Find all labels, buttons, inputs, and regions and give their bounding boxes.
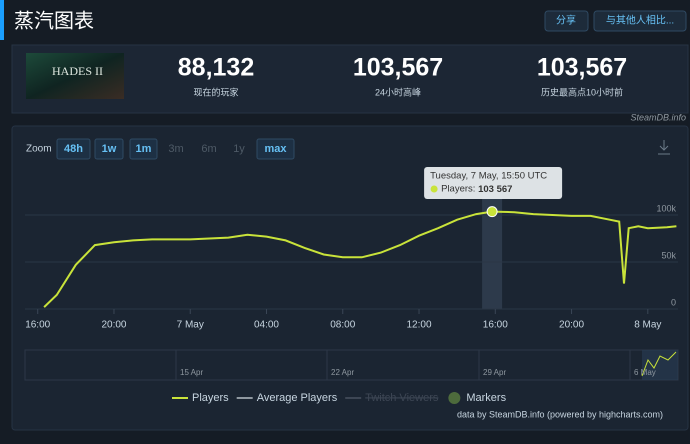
- page-title: 蒸汽图表: [14, 9, 94, 32]
- stat-label: 历史最高点10小时前: [541, 86, 623, 97]
- game-image: [26, 53, 124, 99]
- hover-band: [482, 168, 503, 309]
- zoom-button[interactable]: [129, 138, 158, 160]
- compare-button[interactable]: [593, 10, 687, 32]
- zoom-option: 6m: [201, 143, 216, 155]
- credits: data by SteamDB.info (powered by highcha…: [457, 409, 663, 419]
- y-tick-label: 50k: [661, 250, 676, 260]
- tooltip-label: Players: 103 567: [441, 184, 512, 195]
- y-tick-label: 0: [671, 297, 676, 307]
- x-tick-label: 7 May: [177, 320, 204, 331]
- download-icon[interactable]: [658, 140, 670, 155]
- zoom-option: 1w: [102, 143, 117, 155]
- stat-label: 现在的玩家: [193, 86, 238, 97]
- tooltip: [424, 167, 563, 199]
- source: SteamDB.info: [630, 112, 686, 122]
- navigator-line: [641, 351, 677, 377]
- y-tick-label: 100k: [656, 203, 676, 213]
- compare-label: 与其他人相比...: [606, 14, 674, 27]
- tooltip-value: 103 567: [478, 184, 512, 195]
- navigator-label: 29 Apr: [483, 368, 506, 377]
- navigator-label: 15 Apr: [180, 368, 203, 377]
- zoom-option: 3m: [168, 143, 183, 155]
- x-tick-label: 16:00: [483, 320, 508, 331]
- legend-label: Twitch Viewers: [365, 392, 439, 404]
- tooltip-dot: [430, 185, 438, 193]
- zoom-option: max: [264, 143, 287, 155]
- x-tick-label: 16:00: [25, 320, 50, 331]
- game-name: HADES II: [52, 64, 103, 78]
- legend-label: Average Players: [257, 392, 338, 404]
- stat-value: 103,567: [353, 54, 443, 82]
- zoom-label: Zoom: [26, 144, 52, 155]
- zoom-button[interactable]: [256, 138, 295, 160]
- navigator-label: 6 May: [634, 368, 656, 377]
- share-label: 分享: [556, 14, 576, 27]
- x-tick-label: 8 May: [634, 320, 661, 331]
- legend-marker: [448, 392, 461, 404]
- share-button[interactable]: [544, 10, 589, 32]
- hover-point: [486, 206, 498, 218]
- series-line: [43, 210, 677, 308]
- x-tick-label: 08:00: [330, 320, 355, 331]
- stats-panel: [11, 44, 689, 114]
- stat-value: 88,132: [178, 54, 254, 82]
- zoom-button[interactable]: [94, 138, 124, 160]
- x-tick-label: 20:00: [559, 320, 584, 331]
- legend-label: Markers: [466, 392, 506, 404]
- legend-label: Players: [192, 392, 229, 404]
- x-tick-label: 12:00: [407, 320, 432, 331]
- zoom-option: 1m: [136, 143, 152, 155]
- chart-panel: [11, 125, 689, 431]
- stat-value: 103,567: [537, 54, 627, 82]
- zoom-button[interactable]: [56, 138, 91, 160]
- x-tick-label: 20:00: [101, 320, 126, 331]
- tooltip-title: Tuesday, 7 May, 15:50 UTC: [430, 171, 547, 182]
- zoom-option: 48h: [64, 143, 83, 155]
- stat-label: 24小时高峰: [375, 86, 421, 97]
- navigator-window: [642, 350, 678, 380]
- zoom-option: 1y: [233, 143, 245, 155]
- navigator-grid: [175, 350, 631, 380]
- navigator-label: 22 Apr: [331, 368, 354, 377]
- accent: [0, 0, 4, 40]
- x-tick-label: 04:00: [254, 320, 279, 331]
